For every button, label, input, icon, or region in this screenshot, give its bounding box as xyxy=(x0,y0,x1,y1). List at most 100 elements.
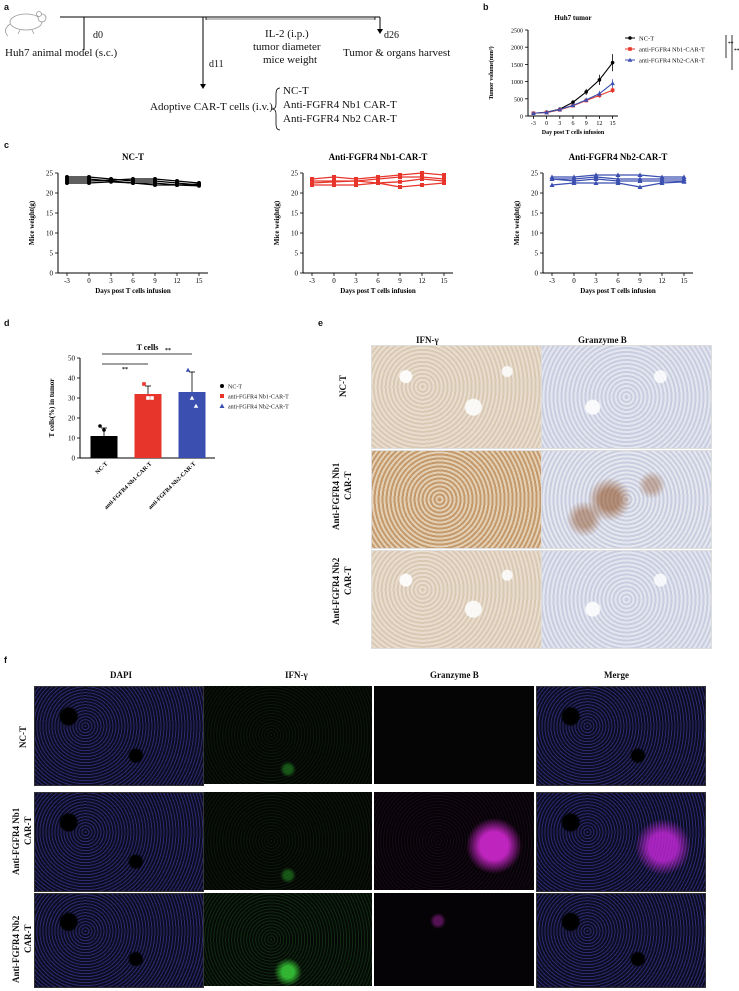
ihc-row-nct: NC-T xyxy=(338,375,348,397)
data-point xyxy=(142,382,146,386)
x-axis-label: Days post T cells infusion xyxy=(340,287,416,295)
chart-title: Anti-FGFR4 Nb2-CAR-T xyxy=(569,152,668,162)
data-point xyxy=(659,180,665,185)
timeline-group-nb1: Anti-FGFR4 Nb1 CAR-T xyxy=(283,99,397,111)
y-tick-label: 25 xyxy=(531,170,539,178)
x-tick-label: 6 xyxy=(572,121,575,127)
data-point xyxy=(597,91,602,96)
timeline-diagram xyxy=(5,11,383,131)
legend-marker xyxy=(219,403,225,408)
chart-title: NC-T xyxy=(122,152,144,162)
if-row-nct: NC-T xyxy=(18,726,28,748)
x-axis-label: Days post T cells infusion xyxy=(95,287,171,295)
mouse-icon xyxy=(5,11,47,37)
x-tick-label: 15 xyxy=(441,277,449,285)
y-tick-label: 5 xyxy=(535,250,539,258)
x-tick-label: 0 xyxy=(572,277,576,285)
data-point xyxy=(593,176,599,181)
if-col-ifng: IFN-γ xyxy=(285,670,308,680)
data-point xyxy=(593,180,599,185)
ihc-image-nb2-granzyme xyxy=(541,550,712,649)
x-tick-label: -3 xyxy=(64,277,70,285)
chart-c1-weight-nct: 0 5 10 15 20 25 -3 0 3 6 9 12 15 NC-T Days post T cell… xyxy=(28,152,208,295)
x-axis-label: Day post T cells infusion xyxy=(542,130,605,136)
if-image-nb1-ifng xyxy=(204,792,372,890)
data-point xyxy=(376,181,380,185)
timeline-tumor-diameter: tumor diameter xyxy=(253,41,321,53)
y-tick-label: 5 xyxy=(295,250,299,258)
x-tick-label: 9 xyxy=(153,277,157,285)
data-point xyxy=(332,175,336,179)
data-point xyxy=(197,182,201,187)
x-tick-label: 3 xyxy=(109,277,113,285)
if-row-nb1-line2: CAR-T xyxy=(23,816,33,846)
y-tick-label: 15 xyxy=(291,210,299,218)
timeline-il2: IL-2 (i.p.) xyxy=(265,28,309,40)
if-row-nb1-line1: Anti-FGFR4 Nb1 xyxy=(11,807,21,875)
legend-label: NC-T xyxy=(639,36,654,43)
y-tick-label: 25 xyxy=(46,170,54,178)
data-point xyxy=(637,172,643,177)
panel-label-d: d xyxy=(4,318,10,328)
y-tick-label: 0 xyxy=(72,455,76,463)
ihc-row-nb1-line1: Anti-FGFR4 Nb1 xyxy=(331,462,341,530)
if-image-nct-merge xyxy=(536,686,706,786)
if-col-dapi: DAPI xyxy=(110,670,132,680)
legend-marker xyxy=(628,47,632,51)
data-point xyxy=(106,444,110,448)
legend-marker xyxy=(220,384,224,388)
data-point xyxy=(354,179,358,183)
data-point xyxy=(153,183,157,187)
timeline-d0: d0 xyxy=(93,30,103,41)
x-tick-label: NC-T xyxy=(95,461,110,476)
legend-label: NC-T xyxy=(228,385,242,391)
data-point xyxy=(615,180,621,185)
y-tick-label: 0 xyxy=(50,270,54,278)
data-point xyxy=(131,181,135,185)
data-point xyxy=(98,424,102,428)
chart-title: Huh7 tumor xyxy=(554,14,591,22)
y-tick-label: 20 xyxy=(531,190,539,198)
if-image-nb2-granzyme xyxy=(374,893,534,986)
y-tick-label: 2500 xyxy=(511,29,523,35)
if-image-nb2-merge xyxy=(536,893,706,988)
y-axis-label: Mice weight(g) xyxy=(273,200,281,245)
x-tick-label: -3 xyxy=(309,277,315,285)
x-tick-label: anti-FGFR4 Nb1-CAR-T xyxy=(104,461,154,511)
x-tick-label: 9 xyxy=(398,277,402,285)
x-tick-label: 9 xyxy=(638,277,642,285)
data-point xyxy=(146,396,150,400)
y-tick-label: 1500 xyxy=(511,63,523,69)
legend-marker xyxy=(220,394,224,398)
y-tick-label: 10 xyxy=(46,230,54,238)
x-tick-label: 3 xyxy=(558,121,561,127)
data-point xyxy=(549,176,555,181)
data-point xyxy=(189,395,195,400)
y-tick-label: 25 xyxy=(291,170,299,178)
x-tick-label: 12 xyxy=(419,277,427,285)
y-tick-label: 1000 xyxy=(511,80,523,86)
if-row-nb2-line1: Anti-FGFR4 Nb2 xyxy=(11,915,21,983)
timeline-adoptive: Adoptive CAR-T cells (i.v.) xyxy=(150,101,273,113)
y-tick-label: 5 xyxy=(50,250,54,258)
if-image-nct-granzyme xyxy=(374,686,534,784)
sig-label: ** xyxy=(734,48,739,54)
data-point xyxy=(193,403,199,408)
data-point xyxy=(376,177,380,181)
chart-d-tcells: T cells 0 10 20 30 40 50 T cells(%) in tumor NC-… xyxy=(48,343,289,511)
y-tick-label: 0 xyxy=(520,115,523,121)
data-point xyxy=(531,110,536,116)
data-point xyxy=(65,181,69,185)
series-line xyxy=(533,82,613,114)
data-point xyxy=(610,88,615,92)
timeline-model: Huh7 animal model (s.c.) xyxy=(5,47,118,59)
panel-label-f: f xyxy=(4,655,7,665)
y-axis-label: Tumor volume(mm³) xyxy=(488,46,495,99)
x-tick-label: 15 xyxy=(681,277,689,285)
y-tick-label: 10 xyxy=(531,230,539,238)
ihc-col-granzyme: Granzyme B xyxy=(578,335,627,345)
sig-label: ** xyxy=(165,348,171,354)
data-point xyxy=(332,179,336,184)
y-tick-label: 0 xyxy=(295,270,299,278)
data-point xyxy=(332,183,336,187)
